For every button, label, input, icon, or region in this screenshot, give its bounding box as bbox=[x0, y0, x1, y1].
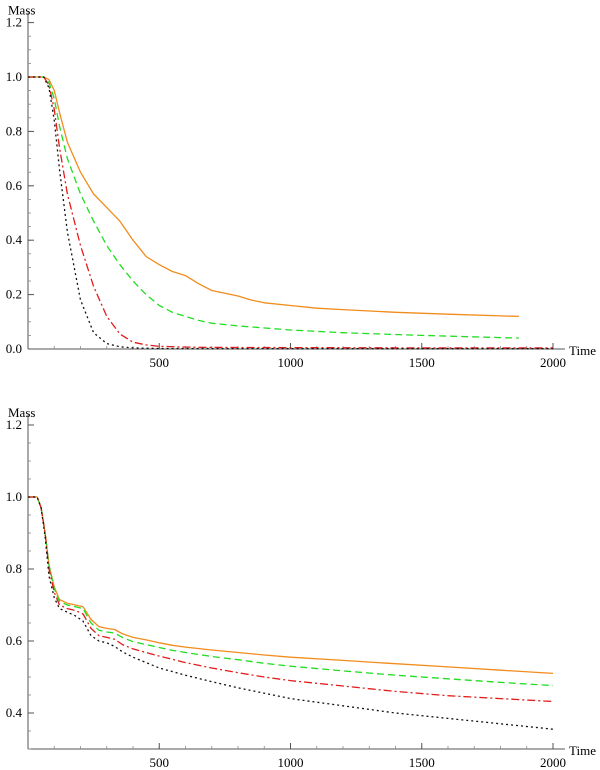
x-axis-label: Time bbox=[569, 743, 596, 758]
x-tick-label: 2000 bbox=[540, 355, 566, 370]
black-dotted-series bbox=[28, 496, 554, 730]
chart-panel-2: 0.4 0.6 0.8 1.0 1.2 500 1000 1500 2000 Mass Time bbox=[6, 405, 596, 770]
chart-panel-1: 0.0 0.2 0.4 0.6 0.8 1.0 1.2 500 1000 1500 2000 Mass… bbox=[6, 3, 596, 370]
x-tick-label: 1500 bbox=[409, 355, 435, 370]
black-dotted-series bbox=[28, 76, 553, 350]
x-tick-label: 1000 bbox=[278, 755, 304, 770]
x-tick-label: 2000 bbox=[540, 755, 566, 770]
y-tick-label: 0.4 bbox=[6, 705, 23, 720]
y-axis-label: Mass bbox=[8, 405, 35, 420]
x-tick-label: 500 bbox=[150, 355, 170, 370]
y-tick-label: 0.0 bbox=[6, 341, 22, 356]
green-dashed-series bbox=[28, 496, 554, 687]
x-tick-label: 1000 bbox=[278, 355, 304, 370]
y-axis-label: Mass bbox=[8, 3, 35, 18]
y-tick-label: 1.2 bbox=[6, 417, 22, 432]
red-dashdot-series bbox=[28, 76, 553, 349]
y-tick-label: 0.6 bbox=[6, 633, 23, 648]
x-tick-label: 500 bbox=[150, 755, 170, 770]
green-dashed-series bbox=[28, 76, 519, 339]
red-dashdot-series bbox=[28, 496, 554, 703]
y-tick-label: 0.4 bbox=[6, 232, 23, 247]
orange-solid-series bbox=[28, 496, 554, 675]
y-tick-label: 0.8 bbox=[6, 561, 22, 576]
y-tick-label: 1.0 bbox=[6, 69, 22, 84]
y-tick-label: 1.2 bbox=[6, 15, 22, 30]
orange-solid-series bbox=[28, 76, 519, 318]
y-tick-label: 0.2 bbox=[6, 287, 22, 302]
x-axis-label: Time bbox=[569, 343, 596, 358]
y-tick-label: 0.8 bbox=[6, 123, 22, 138]
x-tick-label: 1500 bbox=[409, 755, 435, 770]
y-tick-label: 0.6 bbox=[6, 178, 23, 193]
y-tick-label: 1.0 bbox=[6, 489, 22, 504]
